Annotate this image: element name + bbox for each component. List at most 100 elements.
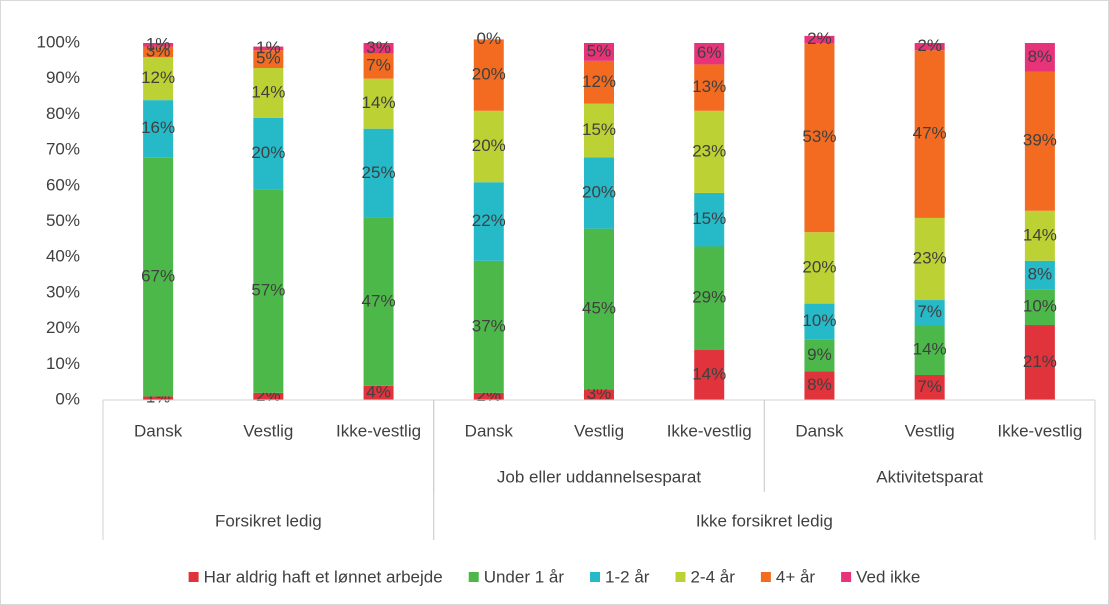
data-label: 20%: [472, 65, 506, 84]
data-label: 37%: [472, 316, 506, 335]
data-label: 10%: [1023, 297, 1057, 316]
data-label: 39%: [1023, 131, 1057, 150]
data-label: 14%: [1023, 225, 1057, 244]
data-label: 9%: [807, 345, 832, 364]
subgroup-label: Aktivitetsparat: [876, 467, 983, 486]
data-label: 1%: [256, 38, 281, 57]
bar-segment: [363, 217, 394, 386]
bar-segment: [1024, 210, 1055, 261]
data-label: 23%: [692, 141, 726, 160]
bar-segment: [914, 217, 945, 301]
y-tick-label: 30%: [46, 282, 80, 301]
bar-segment: [473, 110, 504, 183]
x-tick-label: Ikke-vestlig: [336, 421, 421, 440]
data-label: 5%: [587, 41, 612, 60]
data-label: 8%: [1028, 265, 1053, 284]
data-label: 14%: [251, 82, 285, 101]
bar-segment: [473, 392, 504, 400]
legend-label: Ved ikke: [856, 567, 920, 586]
x-tick-label: Vestlig: [574, 421, 624, 440]
bar-segment: [914, 375, 945, 400]
x-tick-label: Ikke-vestlig: [997, 421, 1082, 440]
group-label: Ikke forsikret ledig: [696, 511, 833, 530]
legend-label: 4+ år: [776, 567, 816, 586]
data-label: 6%: [697, 43, 722, 62]
bar-segment: [584, 60, 614, 104]
bar-segment: [1024, 325, 1055, 400]
legend-swatch: [590, 572, 601, 582]
data-label: 14%: [362, 93, 396, 112]
data-label: 5%: [256, 49, 281, 68]
data-label: 23%: [913, 248, 947, 267]
data-label: 0%: [476, 29, 501, 48]
data-label: 29%: [692, 288, 726, 307]
data-label: 14%: [913, 340, 947, 359]
data-label: 15%: [582, 120, 616, 139]
data-label: 12%: [141, 68, 175, 87]
data-label: 47%: [913, 124, 947, 143]
data-label: 8%: [807, 375, 832, 394]
data-label: 47%: [362, 291, 396, 310]
bar-segment: [253, 189, 284, 393]
bar-segment: [143, 157, 174, 397]
data-label: 7%: [366, 56, 391, 75]
bar-segment: [694, 192, 725, 247]
bar-segment: [584, 103, 614, 158]
bar-segment: [143, 396, 174, 400]
data-label: 1%: [146, 34, 171, 53]
data-label: 8%: [1028, 47, 1053, 66]
bar-segment: [473, 260, 504, 393]
bar-segment: [1024, 289, 1055, 326]
bar-segment: [363, 128, 394, 218]
data-label: 15%: [692, 209, 726, 228]
bar-segment: [914, 50, 945, 218]
bar-segment: [694, 350, 725, 400]
data-label: 7%: [917, 377, 942, 396]
legend-label: 1-2 år: [605, 567, 650, 586]
bar-segment: [694, 64, 725, 111]
bar-segment: [584, 157, 614, 229]
bar-segment: [1024, 71, 1055, 211]
x-tick-label: Vestlig: [243, 421, 293, 440]
data-label: 16%: [141, 118, 175, 137]
bar-segment: [804, 303, 835, 340]
data-label: 20%: [472, 136, 506, 155]
data-label: 2%: [807, 29, 832, 48]
bar-segment: [804, 35, 835, 43]
bar-segment: [914, 43, 945, 51]
bar-segment: [914, 325, 945, 376]
bar-segment: [253, 50, 284, 68]
legend-swatch: [841, 572, 852, 582]
legend-swatch: [760, 572, 771, 582]
bar-segment: [914, 300, 945, 326]
bar-segment: [804, 43, 835, 233]
bar-segment: [1024, 43, 1055, 72]
x-tick-label: Dansk: [134, 421, 183, 440]
data-label: 25%: [362, 163, 396, 182]
data-label: 57%: [251, 281, 285, 300]
data-label: 67%: [141, 266, 175, 285]
y-tick-label: 40%: [46, 247, 80, 266]
legend-label: 2-4 år: [690, 567, 735, 586]
y-tick-label: 20%: [46, 318, 80, 337]
bar-segment: [143, 57, 174, 101]
bar-segment: [584, 43, 614, 61]
y-tick-label: 80%: [46, 104, 80, 123]
x-tick-label: Dansk: [465, 421, 514, 440]
bar-segment: [584, 228, 614, 390]
subgroup-label: Job eller uddannelsesparat: [497, 467, 701, 486]
y-tick-label: 60%: [46, 175, 80, 194]
data-label: 7%: [917, 302, 942, 321]
bar-segment: [363, 43, 394, 54]
data-label: 21%: [1023, 352, 1057, 371]
data-label: 20%: [251, 143, 285, 162]
bar-segment: [143, 43, 174, 47]
data-label: 10%: [802, 311, 836, 330]
bar-segment: [804, 232, 835, 304]
bar-segment: [694, 246, 725, 351]
x-tick-label: Ikke-vestlig: [667, 421, 752, 440]
data-label: 45%: [582, 298, 616, 317]
data-label: 2%: [917, 36, 942, 55]
data-label: 3%: [366, 38, 391, 57]
x-tick-label: Vestlig: [905, 421, 955, 440]
